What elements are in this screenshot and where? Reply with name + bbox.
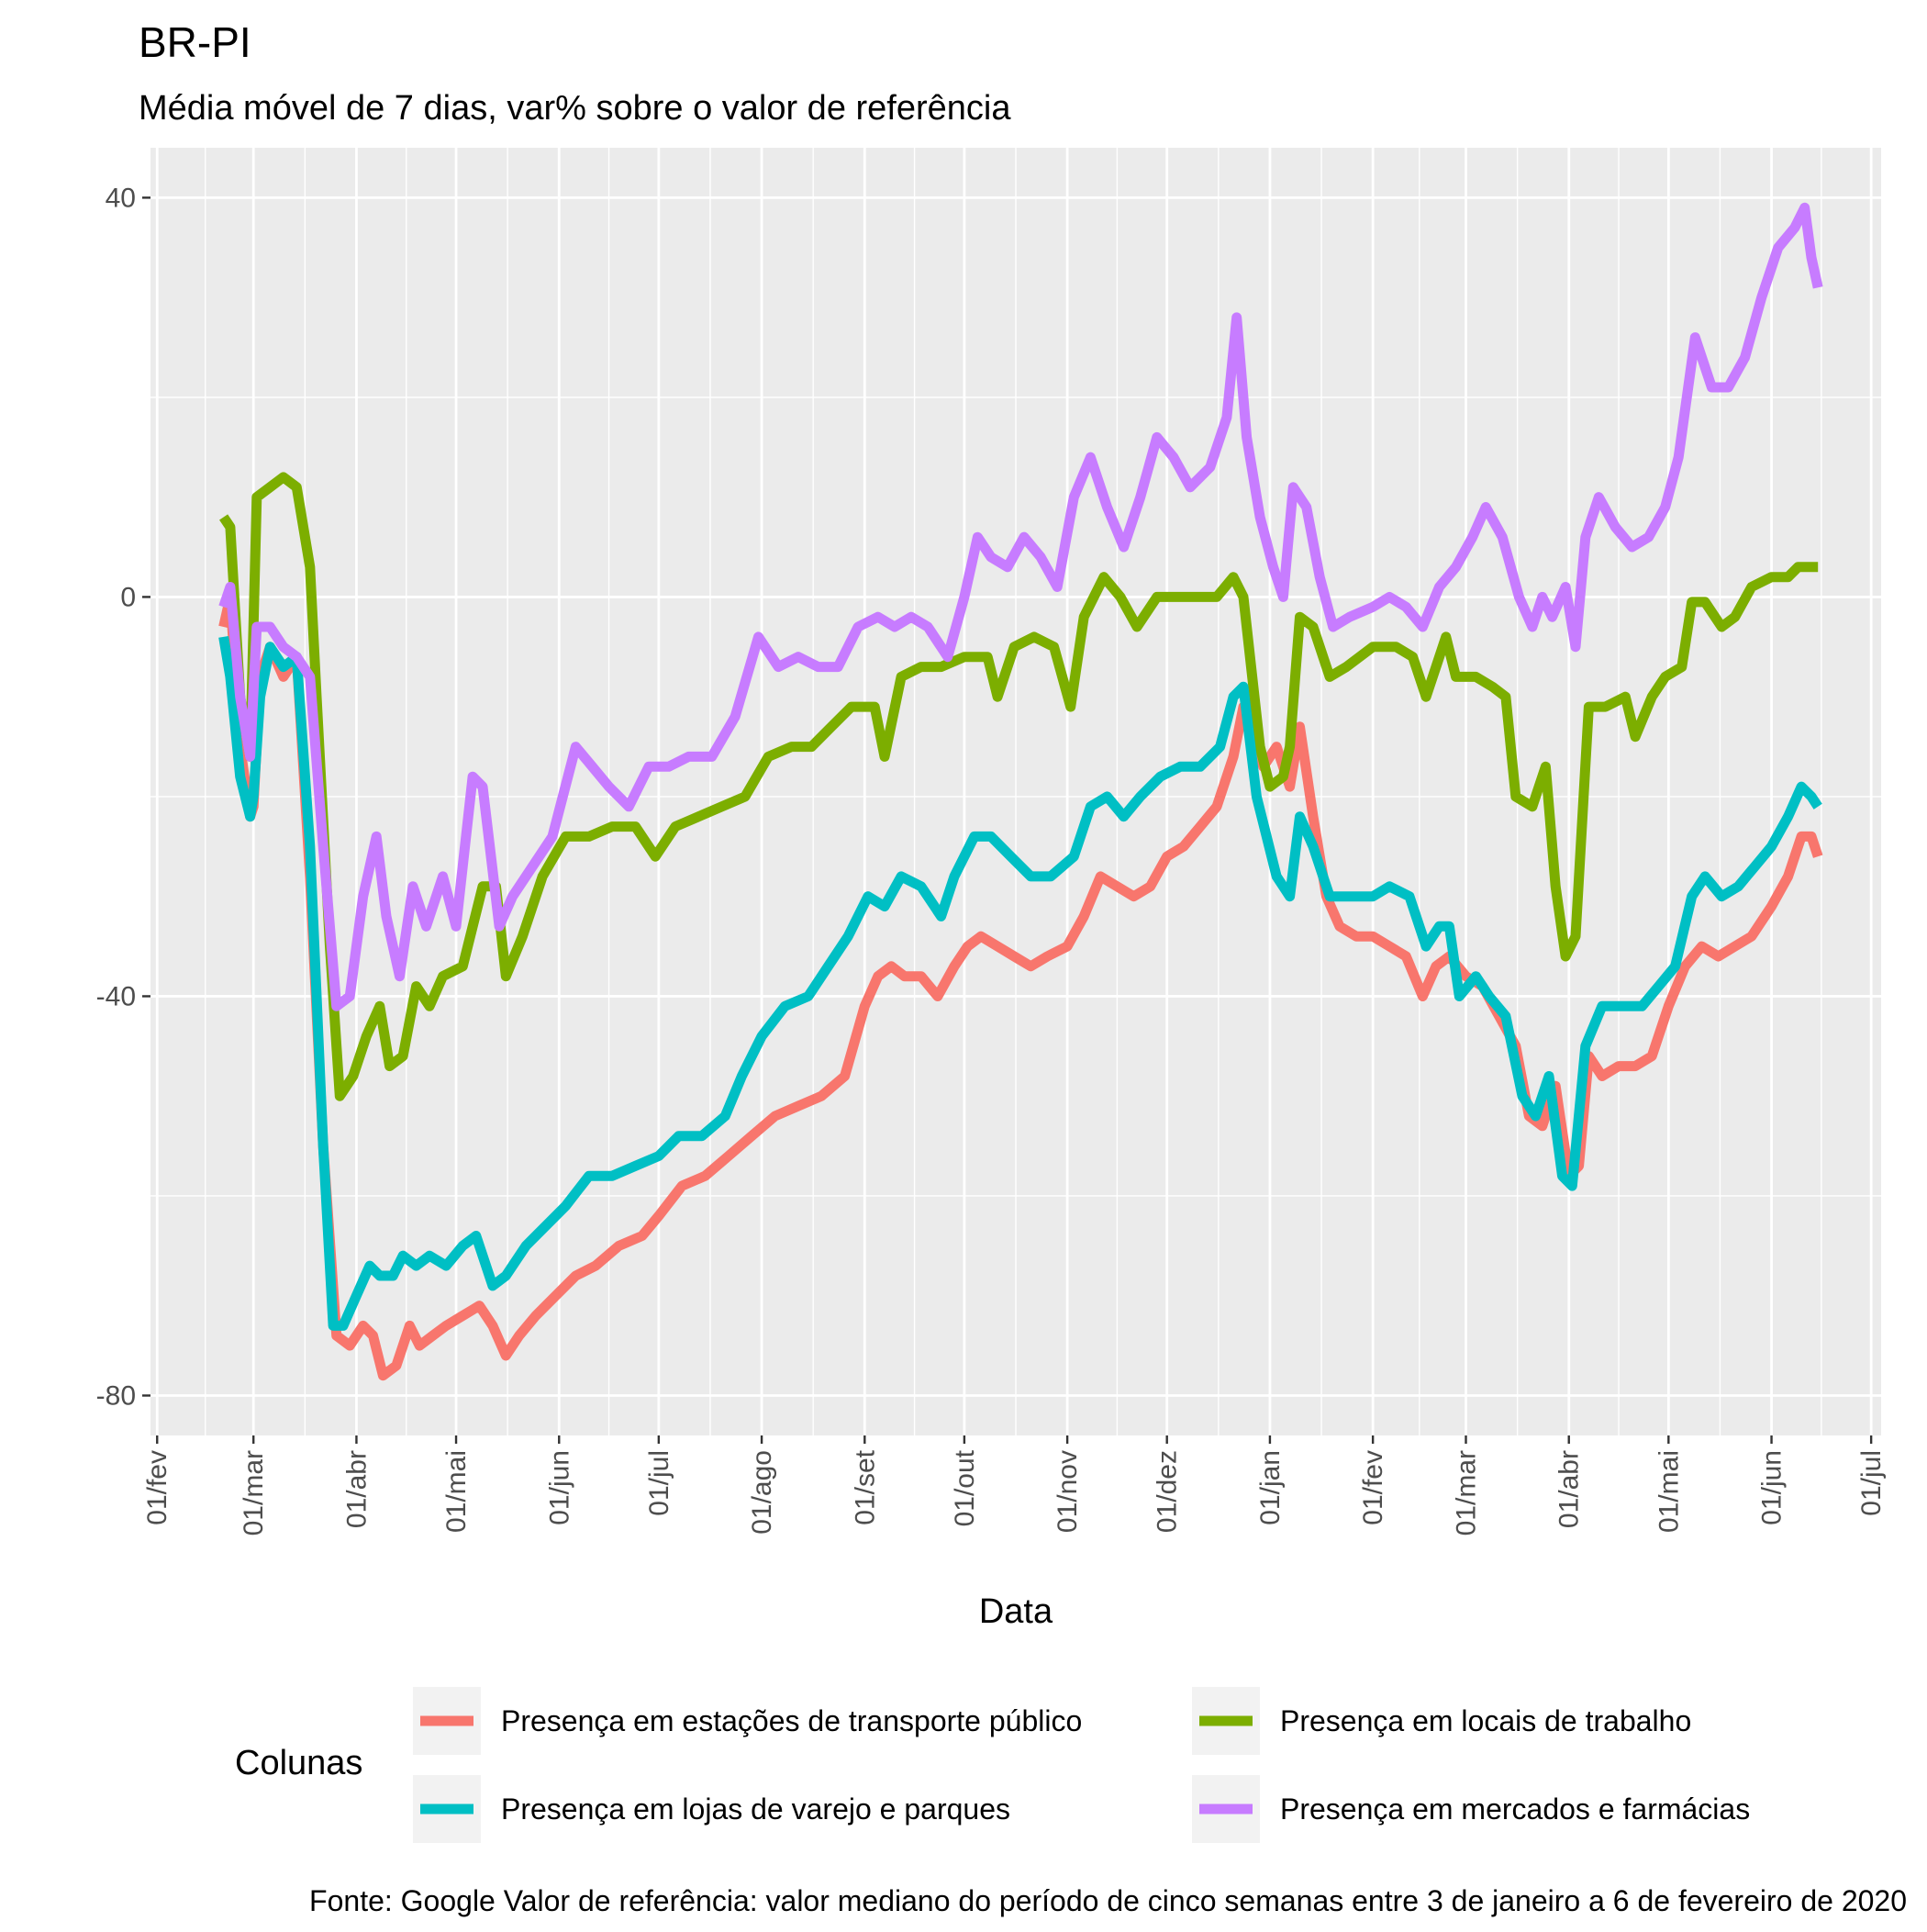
x-tick-label: 01/jul xyxy=(1856,1450,1887,1516)
legend-item: Presença em mercados e farmácias xyxy=(1192,1775,1750,1843)
caption: Fonte: Google Valor de referência: valor… xyxy=(309,1884,1907,1917)
x-tick-label: 01/jan xyxy=(1255,1450,1286,1525)
major-gridlines xyxy=(150,148,1881,1435)
legend-label: Presença em locais de trabalho xyxy=(1280,1704,1691,1737)
x-tick-label: 01/mar xyxy=(239,1450,269,1536)
y-axis: 40 0 -40 -80 xyxy=(96,183,150,1411)
chart-subtitle: Média móvel de 7 dias, var% sobre o valo… xyxy=(139,89,1011,128)
x-tick-label: 01/fev xyxy=(1358,1450,1388,1525)
x-tick-label: 01/dez xyxy=(1153,1450,1183,1533)
legend-items: Presença em estações de transporte públi… xyxy=(413,1687,1750,1843)
x-tick-label: 01/abr xyxy=(1554,1450,1585,1528)
x-axis-title: Data xyxy=(979,1592,1053,1631)
x-tick-label: 01/mai xyxy=(1654,1450,1684,1533)
x-tick-label: 01/mai xyxy=(441,1450,472,1533)
legend-item: Presença em locais de trabalho xyxy=(1192,1687,1691,1755)
legend-label: Presença em mercados e farmácias xyxy=(1280,1792,1750,1826)
x-tick-label: 01/ago xyxy=(747,1450,777,1535)
series-line-3 xyxy=(218,635,1822,1331)
x-tick-label: 01/abr xyxy=(341,1450,372,1528)
x-tick-label: 01/nov xyxy=(1053,1450,1083,1533)
y-tick-label: -40 xyxy=(96,981,136,1011)
x-tick-label: 01/jun xyxy=(544,1450,574,1525)
chart-title: BR-PI xyxy=(139,18,251,66)
x-tick-label: 01/fev xyxy=(142,1450,173,1525)
series-line-2 xyxy=(219,472,1819,1101)
legend-item: Presença em estações de transporte públi… xyxy=(413,1687,1082,1755)
legend: Colunas Presença em estações de transpor… xyxy=(235,1687,1750,1843)
series-lines xyxy=(218,202,1823,1381)
x-tick-label: 01/jul xyxy=(644,1450,674,1516)
y-tick-label: -80 xyxy=(96,1380,136,1411)
y-tick-label: 0 xyxy=(120,582,136,612)
x-tick-label: 01/mar xyxy=(1452,1450,1482,1536)
legend-label: Presença em estações de transporte públi… xyxy=(501,1704,1082,1737)
x-axis: 01/fev 01/mar 01/abr 01/mai 01/jun 01/jul 01/a… xyxy=(142,1435,1887,1536)
y-tick-label: 40 xyxy=(106,183,136,213)
x-tick-label: 01/out xyxy=(950,1449,980,1526)
series-line-1 xyxy=(218,591,1823,1381)
x-tick-label: 01/jun xyxy=(1757,1450,1788,1525)
series-line-4 xyxy=(218,202,1823,1011)
x-tick-label: 01/set xyxy=(850,1449,880,1524)
legend-label: Presença em lojas de varejo e parques xyxy=(501,1792,1010,1826)
legend-title: Colunas xyxy=(235,1744,362,1782)
legend-item: Presença em lojas de varejo e parques xyxy=(413,1775,1010,1843)
minor-gridlines xyxy=(150,148,1881,1435)
